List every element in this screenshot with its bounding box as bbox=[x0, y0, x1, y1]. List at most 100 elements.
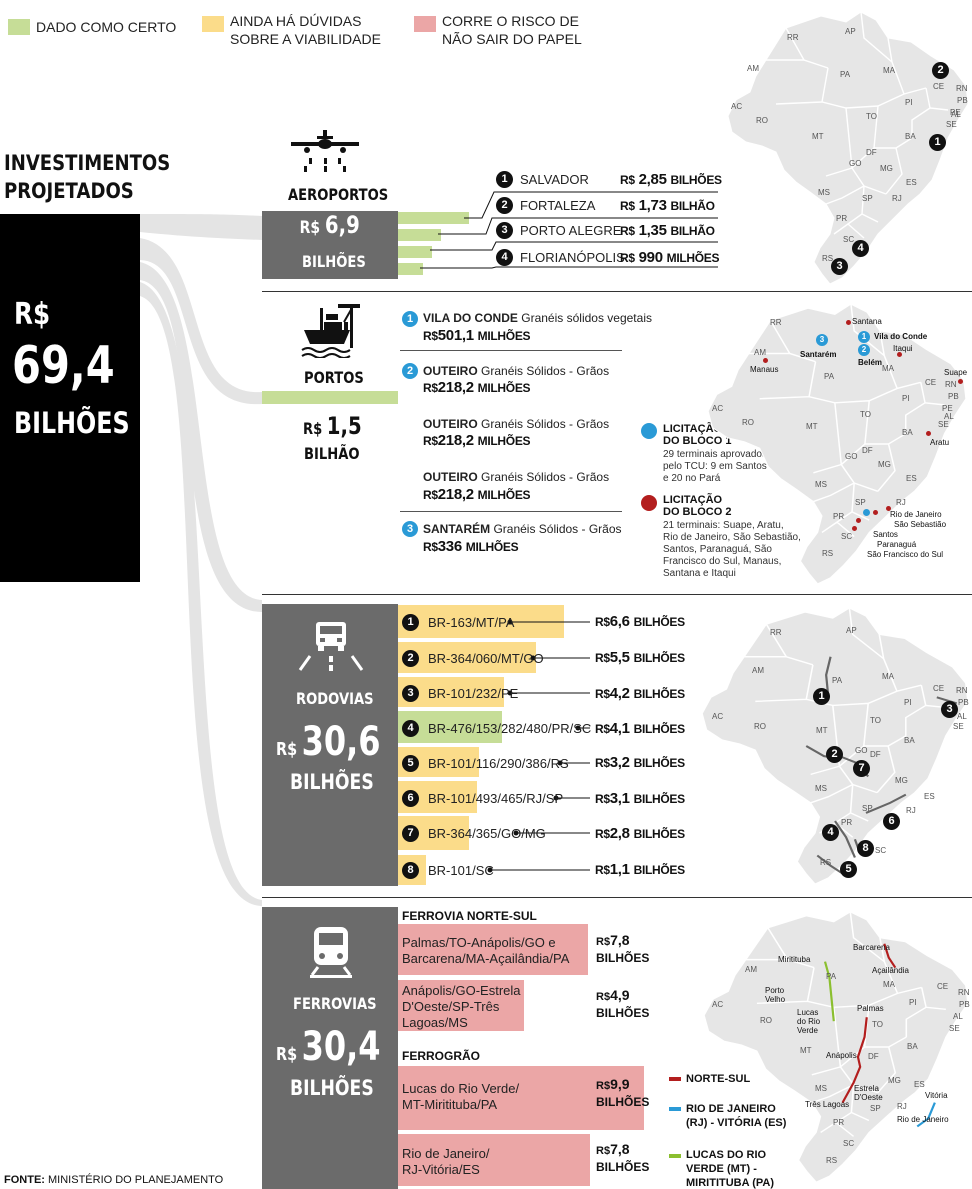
map2-dot-suape bbox=[958, 379, 963, 384]
ferrovias-group-ferrograo: FERROGRÃO bbox=[402, 1049, 480, 1063]
map4-state-ms: MS bbox=[815, 1084, 827, 1093]
aeroportos-total-box bbox=[262, 211, 398, 279]
aeroporto-bar-1 bbox=[398, 212, 469, 224]
ferrovias-label: FERROVIAS bbox=[293, 994, 377, 1013]
map1-state-ce: CE bbox=[933, 82, 945, 91]
divider-rodovias bbox=[262, 897, 972, 898]
map4-state-rn: RN bbox=[958, 988, 970, 997]
map3-marker-2: 2 bbox=[826, 746, 843, 763]
map4-city-miritituba: Miritituba bbox=[778, 955, 811, 964]
aeroporto-value-3: R$ 1,35 BILHÃO bbox=[620, 222, 715, 239]
main-title-line1: INVESTIMENTOS bbox=[4, 151, 171, 175]
bloco1-dot bbox=[641, 423, 657, 439]
bloco2-text2: Rio de Janeiro, São Sebastião, bbox=[663, 532, 801, 543]
bloco2-title1: LICITAÇÃO bbox=[663, 494, 723, 506]
map2-dot-santana bbox=[846, 320, 851, 325]
map2-city-manaus: Manaus bbox=[750, 365, 779, 374]
aeroporto-value-1: R$ 2,85 BILHÕES bbox=[620, 171, 722, 188]
map1-state-sp: SP bbox=[862, 194, 873, 203]
rodovia-name-8: BR-101/SC bbox=[428, 863, 494, 878]
map1-state-ac: AC bbox=[731, 102, 743, 111]
map1-marker-2: 2 bbox=[932, 62, 949, 79]
porto-divider bbox=[400, 350, 622, 351]
legend-certain-swatch bbox=[8, 19, 30, 35]
rodovia-leader-lines bbox=[487, 619, 590, 873]
map4-state-mt: MT bbox=[800, 1046, 812, 1055]
map3-marker-1: 1 bbox=[813, 688, 830, 705]
train-icon bbox=[310, 927, 352, 978]
map1-state-df: DF bbox=[866, 148, 877, 157]
map4-city-acailandia: Açailândia bbox=[872, 966, 909, 975]
aeroporto-name-1: SALVADOR bbox=[520, 172, 589, 187]
map3-marker-3: 3 bbox=[941, 701, 958, 718]
map3-state-ms: MS bbox=[815, 784, 827, 793]
rodovia-value-1: R$6,6 BILHÕES bbox=[595, 613, 685, 630]
main-currency: R$ bbox=[14, 297, 51, 332]
map1-state-ap: AP bbox=[845, 27, 856, 36]
map2-dot-rio bbox=[886, 506, 891, 511]
rodovias-total: R$ 30,6 bbox=[276, 719, 381, 765]
map4-state-sp: SP bbox=[870, 1104, 881, 1113]
map2-dot-aratu bbox=[926, 431, 931, 436]
bloco1-text2: pelo TCU: 9 em Santos bbox=[663, 461, 767, 472]
rodovia-value-2: R$5,5 BILHÕES bbox=[595, 649, 685, 666]
portos-unit: BILHÃO bbox=[304, 444, 360, 463]
rodovia-name-3: BR-101/232/PE bbox=[428, 686, 519, 701]
map4-state-to: TO bbox=[872, 1020, 883, 1029]
map3-state-se: SE bbox=[953, 722, 964, 731]
main-unit: BILHÕES bbox=[14, 406, 130, 440]
map2-city-belem: Belém bbox=[858, 358, 883, 367]
rail-legend-lucas-swatch bbox=[669, 1154, 681, 1158]
aeroportos-value: 6,9 bbox=[325, 211, 361, 239]
map4-state-pb: PB bbox=[959, 1000, 970, 1009]
aeroporto-bar-4 bbox=[398, 263, 423, 275]
map1-state-pr: PR bbox=[836, 214, 848, 223]
map3-state-rj: RJ bbox=[906, 806, 916, 815]
map1-state-rs: RS bbox=[822, 254, 834, 263]
map2-dot-manaus bbox=[763, 358, 768, 363]
map2-city-saosebastiao: São Sebastião bbox=[894, 520, 947, 529]
divider-aeroportos bbox=[262, 291, 972, 292]
ferrovias-unit: BILHÕES bbox=[290, 1076, 374, 1100]
aeroporto-bar-2 bbox=[398, 229, 441, 241]
legend-doubt-line1: AINDA HÁ DÚVIDAS bbox=[230, 13, 362, 29]
main-total-box bbox=[0, 214, 140, 582]
ferrovia-text-1: Palmas/TO-Anápolis/GO e Barcarena/MA-Açai… bbox=[402, 935, 570, 966]
ferrovia-bar-3 bbox=[398, 1066, 644, 1130]
source-note: FONTE: MINISTÉRIO DO PLANEJAMENTO bbox=[4, 1174, 224, 1186]
ferrovia-bar-2 bbox=[398, 980, 524, 1031]
map4-city-barcarena: Barcarena bbox=[853, 943, 890, 952]
map2-state-rn: RN bbox=[945, 380, 957, 389]
ferrovia-bar-4 bbox=[398, 1134, 590, 1186]
main-title-line2: PROJETADOS bbox=[4, 179, 134, 203]
porto-title-3: OUTEIRO Granéis Sólidos - Grãos bbox=[423, 417, 610, 431]
porto-num-5: 3 bbox=[402, 521, 418, 537]
map3-state-df: DF bbox=[870, 750, 881, 759]
divider-portos bbox=[262, 594, 972, 595]
aeroportos-unit: BILHÕES bbox=[302, 252, 366, 271]
map2-state-al: AL bbox=[944, 412, 954, 421]
map4-state-al: AL bbox=[953, 1012, 963, 1021]
ferrovia-value-1: R$7,8 BILHÕES bbox=[596, 932, 650, 965]
map3-state-mt: MT bbox=[816, 726, 828, 735]
rail-legend-rj-vitoria-swatch bbox=[669, 1107, 681, 1111]
porto-value-1: R$501,1 MILHÕES bbox=[423, 327, 531, 344]
ferrovia-value-4: R$7,8 BILHÕES bbox=[596, 1141, 650, 1174]
rodovia-value-6: R$3,1 BILHÕES bbox=[595, 790, 685, 807]
map1-state-am: AM bbox=[747, 64, 759, 73]
map3-state-rs: RS bbox=[820, 858, 832, 867]
truck-road-icon bbox=[298, 622, 364, 671]
porto-value-2: R$218,2 MILHÕES bbox=[423, 379, 531, 396]
map1-state-mg: MG bbox=[880, 164, 893, 173]
map2-marker-3: 3 bbox=[816, 334, 828, 346]
rodovia-name-2: BR-364/060/MT/GO bbox=[428, 651, 544, 666]
aeroportos-currency: R$ bbox=[299, 218, 321, 238]
map2-dot-itaqui bbox=[897, 352, 902, 357]
map2-city-santarem: Santarém bbox=[800, 350, 837, 359]
map2-city-aratu: Aratu bbox=[930, 438, 950, 447]
map3-state-pa: PA bbox=[832, 676, 843, 685]
ferrovias-total: R$ 30,4 bbox=[276, 1024, 381, 1070]
map3-marker-8: 8 bbox=[857, 840, 874, 857]
map2-dot-sfs bbox=[852, 526, 857, 531]
map4-state-am: AM bbox=[745, 965, 757, 974]
